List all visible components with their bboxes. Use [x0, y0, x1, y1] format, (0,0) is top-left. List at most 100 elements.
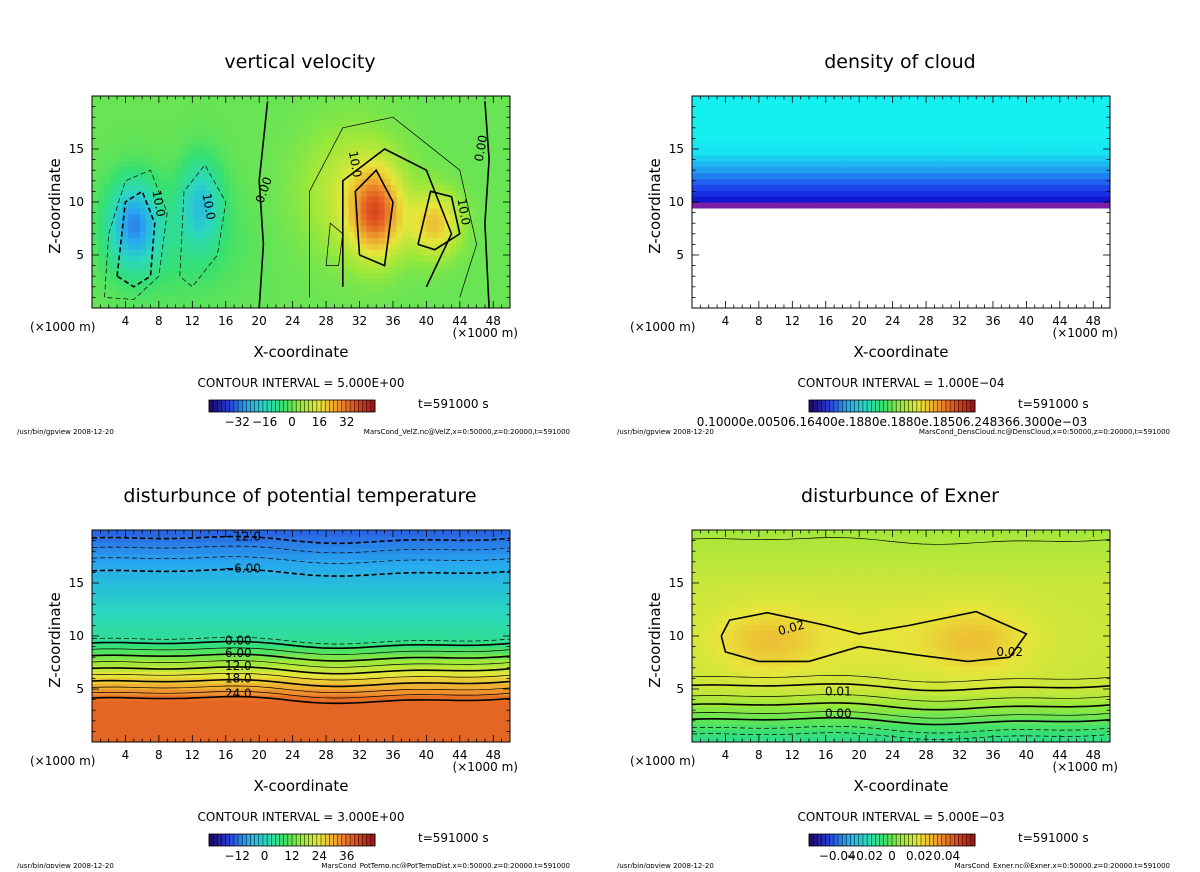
heatmap-cell — [961, 167, 968, 173]
heatmap-cell — [265, 131, 272, 137]
heatmap-cell — [770, 202, 777, 208]
heatmap-cell — [811, 143, 818, 149]
heatmap-cell — [182, 137, 189, 143]
heatmap-cell — [468, 161, 475, 167]
heatmap-cell — [134, 114, 141, 120]
heatmap-cell — [871, 137, 878, 143]
heatmap-cell — [265, 249, 272, 255]
heatmap-cell — [146, 677, 153, 683]
heatmap-cell — [92, 184, 99, 190]
heatmap-cell — [241, 290, 248, 296]
heatmap-cell — [355, 267, 362, 273]
heatmap-cell — [955, 131, 962, 137]
heatmap-cell — [217, 149, 224, 155]
heatmap-cell — [182, 730, 189, 736]
colorbar — [209, 400, 375, 412]
heatmap-cell — [343, 261, 350, 267]
heatmap-cell — [170, 548, 177, 554]
heatmap-cell — [722, 155, 729, 161]
heatmap-cell — [462, 296, 469, 302]
heatmap-cell — [319, 108, 326, 114]
heatmap-cell — [122, 120, 129, 126]
heatmap-cell — [223, 226, 230, 232]
heatmap-cell — [432, 231, 439, 237]
colorbar-swatch — [284, 400, 289, 412]
heatmap-cell — [211, 114, 218, 120]
heatmap-cell — [758, 202, 765, 208]
heatmap-cell — [235, 131, 242, 137]
heatmap-cell — [823, 125, 830, 131]
heatmap-cell — [1032, 114, 1039, 120]
heatmap-cell — [468, 273, 475, 279]
colorbar-label: −16 — [252, 415, 277, 429]
heatmap-cell — [349, 290, 356, 296]
heatmap-cell — [692, 184, 699, 190]
heatmap-cell — [158, 612, 165, 618]
heatmap-cell — [1044, 143, 1051, 149]
heatmap-cell — [92, 718, 99, 724]
heatmap-cell — [698, 108, 705, 114]
heatmap-cell — [841, 173, 848, 179]
heatmap-cell — [895, 143, 902, 149]
heatmap-cell — [823, 202, 830, 208]
heatmap-cell — [722, 202, 729, 208]
heatmap-cell — [991, 143, 998, 149]
heatmap-cell — [158, 630, 165, 636]
heatmap-cell — [937, 155, 944, 161]
heatmap-cell — [104, 237, 111, 243]
heatmap-cell — [349, 102, 356, 108]
heatmap-cell — [943, 137, 950, 143]
heatmap-cell — [955, 143, 962, 149]
heatmap-cell — [805, 114, 812, 120]
heatmap-cell — [901, 131, 908, 137]
heatmap-cell — [716, 102, 723, 108]
heatmap-cell — [289, 284, 296, 290]
heatmap-cell — [391, 279, 398, 285]
heatmap-cell — [438, 290, 445, 296]
colorbar-swatch — [321, 400, 326, 412]
heatmap-cell — [307, 190, 314, 196]
heatmap-cell — [1032, 167, 1039, 173]
heatmap-cell — [122, 724, 129, 730]
heatmap-cell — [152, 284, 159, 290]
heatmap-cell — [877, 190, 884, 196]
heatmap-cell — [313, 202, 320, 208]
heatmap-cell — [734, 173, 741, 179]
heatmap-cell — [1014, 114, 1021, 120]
heatmap-cell — [140, 630, 147, 636]
heatmap-cell — [170, 683, 177, 689]
heatmap-cell — [1038, 196, 1045, 202]
heatmap-cell — [474, 184, 481, 190]
heatmap-cell — [740, 149, 747, 155]
heatmap-cell — [176, 120, 183, 126]
heatmap-cell — [194, 707, 201, 713]
heatmap-cell — [450, 167, 457, 173]
heatmap-cell — [841, 125, 848, 131]
heatmap-cell — [1044, 131, 1051, 137]
heatmap-cell — [271, 279, 278, 285]
heatmap-cell — [373, 237, 380, 243]
heatmap-cell — [277, 255, 284, 261]
heatmap-cell — [782, 190, 789, 196]
heatmap-cell — [847, 155, 854, 161]
heatmap-cell — [817, 96, 824, 102]
heatmap-cell — [199, 125, 206, 131]
heatmap-cell — [98, 548, 105, 554]
heatmap-cell — [223, 125, 230, 131]
heatmap-cell — [480, 279, 487, 285]
heatmap-cell — [247, 273, 254, 279]
heatmap-cell — [247, 267, 254, 273]
heatmap-cell — [492, 214, 499, 220]
heatmap-cell — [474, 284, 481, 290]
heatmap-cell — [152, 290, 159, 296]
heatmap-cell — [361, 261, 368, 267]
heatmap-cell — [146, 243, 153, 249]
heatmap-cell — [140, 689, 147, 695]
heatmap-cell — [235, 226, 242, 232]
heatmap-cell — [199, 143, 206, 149]
heatmap-cell — [704, 190, 711, 196]
heatmap-cell — [265, 231, 272, 237]
heatmap-cell — [158, 226, 165, 232]
heatmap-cell — [853, 190, 860, 196]
heatmap-cell — [498, 108, 505, 114]
